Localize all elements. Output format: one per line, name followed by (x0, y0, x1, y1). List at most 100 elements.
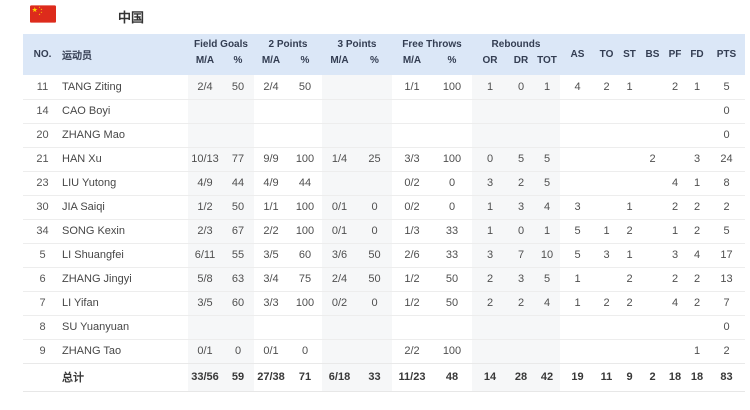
stat-cell: 1 (664, 218, 686, 243)
stat-cell (686, 314, 708, 339)
stat-cell: 50 (298, 80, 312, 93)
col-subheader-3p-pct: % (357, 54, 392, 75)
stat-cell: 2 (472, 266, 508, 291)
stat-cell: 83 (708, 362, 745, 392)
table-row: 20 ZHANG Mao 0 (23, 122, 745, 147)
stat-cell: 44 (288, 170, 322, 195)
stat-cell (641, 75, 664, 99)
stat-cell (508, 338, 534, 363)
stat-cell (641, 338, 664, 363)
stat-cell (595, 266, 618, 291)
stat-cell: 2/4 (322, 266, 357, 291)
stat-cell (618, 98, 641, 123)
table-row: 30 JIA Saiqi 1/2 50 1/1 100 0/1 0 0/2 0 … (23, 194, 745, 219)
stat-cell (357, 338, 392, 363)
stat-cell: 1 (618, 242, 641, 267)
stat-cell (472, 338, 508, 363)
player-no: 6 (23, 266, 62, 291)
stat-cell (664, 314, 686, 339)
stat-cell (534, 314, 560, 339)
stat-cell (664, 338, 686, 363)
stat-cell (618, 338, 641, 363)
stat-cell (641, 122, 664, 147)
stat-cell: 100 (432, 338, 472, 363)
stat-cell: 18 (686, 362, 708, 392)
stat-cell: 33 (432, 242, 472, 267)
stat-cell (432, 122, 472, 147)
stat-cell: 2 (708, 338, 745, 363)
stat-cell: 1 (595, 218, 618, 243)
stat-cell (595, 314, 618, 339)
stat-cell: 0 (508, 218, 534, 243)
stat-cell: 1/3 (392, 218, 432, 243)
stat-cell: 7 (508, 242, 534, 267)
col-subheader-2p-ma: M/A (254, 54, 288, 75)
stat-cell: 2 (664, 266, 686, 291)
stat-cell (222, 122, 254, 147)
col-header-player: 运动员 (62, 34, 188, 75)
stat-cell: 5 (560, 218, 595, 243)
stat-cell (288, 98, 322, 123)
stat-cell (188, 314, 222, 339)
stat-cell (618, 122, 641, 147)
stat-cell: 4 (664, 290, 686, 315)
stat-cell: 2/6 (392, 242, 432, 267)
stat-cell: 55 (222, 242, 254, 267)
stat-cell (472, 122, 508, 147)
player-name: SU Yuanyuan (62, 314, 188, 339)
stat-cell: 100 (442, 80, 462, 93)
stat-cell (432, 98, 472, 123)
stat-cell: 0/1 (188, 338, 222, 363)
stat-cell: 2/4 (263, 80, 279, 93)
stat-cell: 77 (222, 146, 254, 171)
stat-cell: 2 (686, 266, 708, 291)
stat-cell: 3/3 (254, 290, 288, 315)
stat-cell: 5/8 (188, 266, 222, 291)
table-row: 11 TANG Ziting 2/4 50 2/4 50 1/1 100 1 0… (23, 75, 745, 99)
stat-cell (560, 146, 595, 171)
stat-cell: 33 (432, 218, 472, 243)
stat-cell: 2 (603, 80, 610, 93)
player-no: 21 (23, 146, 62, 171)
stat-cell: 2 (708, 194, 745, 219)
stat-cell: 9/9 (254, 146, 288, 171)
table-row: 34 SONG Kexin 2/3 67 2/2 100 0/1 0 1/3 3… (23, 218, 745, 243)
stat-cell: 8 (708, 170, 745, 195)
col-subheader-ft-pct: % (432, 54, 472, 75)
stat-cell: 0 (708, 314, 745, 339)
player-no: 23 (23, 170, 62, 195)
stat-cell: 28 (508, 362, 534, 392)
stat-cell (432, 314, 472, 339)
player-name: CAO Boyi (62, 98, 188, 123)
col-header-no: NO. (23, 34, 62, 75)
stat-cell: 4 (664, 170, 686, 195)
col-header-pts: PTS (708, 34, 745, 75)
stat-cell: 2 (508, 170, 534, 195)
stat-cell: 2 (508, 290, 534, 315)
stat-cell: 0 (432, 194, 472, 219)
player-no: 34 (23, 218, 62, 243)
stat-cell: 1 (472, 218, 508, 243)
stat-cell (508, 98, 534, 123)
stat-cell (595, 146, 618, 171)
player-no: 11 (36, 80, 49, 93)
stat-cell: 50 (222, 194, 254, 219)
stat-cell: 2 (472, 290, 508, 315)
stat-cell: 1/2 (392, 290, 432, 315)
stat-cell (357, 170, 392, 195)
col-subheader-reb-dr: DR (508, 54, 534, 75)
stat-cell: 4 (534, 194, 560, 219)
player-no: 14 (23, 98, 62, 123)
stat-cell (357, 98, 392, 123)
stat-cell (560, 170, 595, 195)
table-row: 8 SU Yuanyuan 0 (23, 314, 745, 339)
stat-cell (357, 75, 392, 99)
stat-cell: 3 (508, 194, 534, 219)
stat-cell: 100 (432, 146, 472, 171)
stat-cell: 5 (508, 146, 534, 171)
player-name: LI Shuangfei (62, 242, 188, 267)
stat-cell (188, 98, 222, 123)
stat-cell (641, 314, 664, 339)
stat-cell: 10 (534, 242, 560, 267)
stat-cell: 1 (686, 170, 708, 195)
